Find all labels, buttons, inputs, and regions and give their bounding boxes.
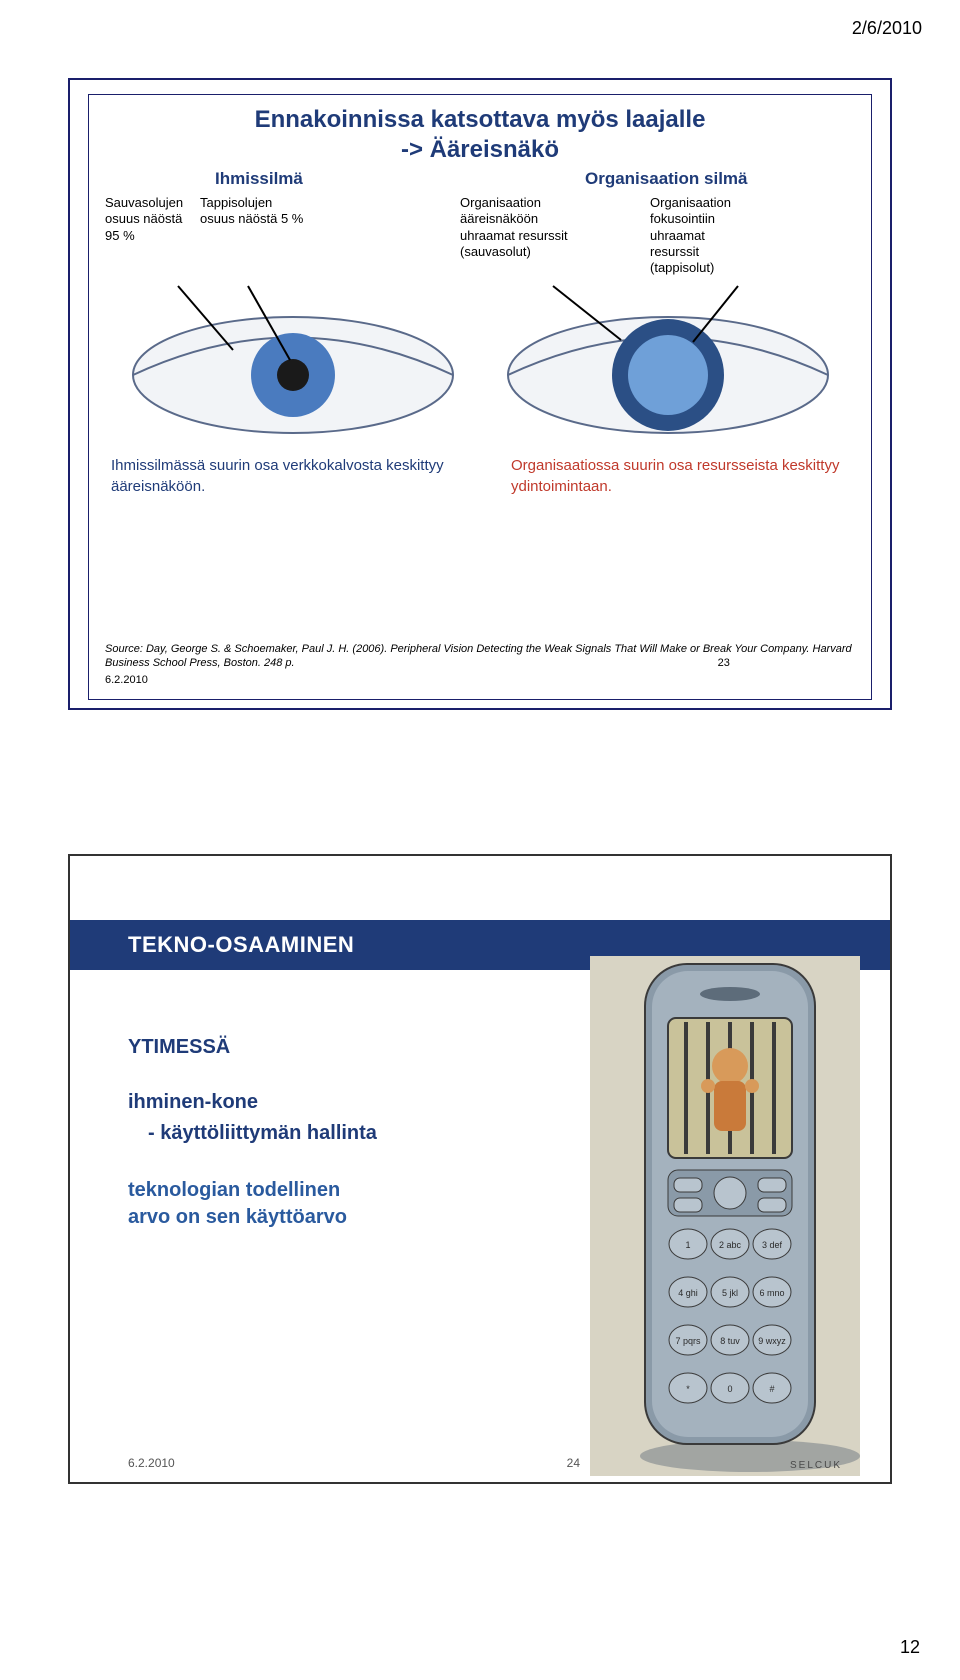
svg-text:9 wxyz: 9 wxyz	[758, 1336, 786, 1346]
page-number: 12	[900, 1637, 920, 1658]
label-tappisolut: Tappisolujen osuus näöstä 5 %	[200, 195, 460, 276]
svg-text:#: #	[769, 1384, 774, 1394]
svg-text:6 mno: 6 mno	[759, 1288, 784, 1298]
slide-1-frame: Ennakoinnissa katsottava myös laajalle -…	[88, 94, 872, 700]
svg-text:SELCUK: SELCUK	[790, 1460, 842, 1471]
page-header-date: 2/6/2010	[852, 18, 922, 39]
subtitle-row: Ihmissilmä Organisaation silmä	[105, 169, 855, 189]
slide2-number: 24	[567, 1456, 580, 1470]
svg-text:*: *	[686, 1384, 690, 1394]
subtitle-left: Ihmissilmä	[105, 169, 485, 189]
svg-text:4 ghi: 4 ghi	[678, 1288, 698, 1298]
slide1-title: Ennakoinnissa katsottava myös laajalle -…	[105, 105, 855, 165]
pointer-labels-row: Sauvasolujen osuus näöstä 95 % Tappisolu…	[105, 195, 855, 276]
slide2-date: 6.2.2010	[128, 1456, 175, 1470]
svg-text:1: 1	[685, 1240, 690, 1250]
svg-text:5 jkl: 5 jkl	[722, 1288, 738, 1298]
slide2-h1: YTIMESSÄ	[128, 1034, 377, 1061]
title-line1: Ennakoinnissa katsottava myös laajalle	[255, 106, 706, 133]
slide2-text-block: YTIMESSÄ ihminen-kone - käyttöliittymän …	[128, 1034, 377, 1231]
slide1-number: 23	[718, 656, 730, 670]
slide-2: TEKNO-OSAAMINEN YTIMESSÄ ihminen-kone - …	[68, 854, 892, 1484]
caption-human-eye: Ihmissilmässä suurin osa verkkokalvosta …	[105, 456, 485, 497]
eyes-row	[105, 280, 855, 440]
slide2-h3b: arvo on sen käyttöarvo	[128, 1204, 377, 1231]
slide2-body: YTIMESSÄ ihminen-kone - käyttöliittymän …	[70, 970, 890, 1480]
slide2-h2a: ihminen-kone	[128, 1089, 377, 1116]
slide2-h3a: teknologian todellinen	[128, 1177, 377, 1204]
subtitle-right: Organisaation silmä	[485, 169, 855, 189]
label-sauvasolut: Sauvasolujen osuus näöstä 95 %	[105, 195, 200, 276]
human-eye	[118, 280, 468, 440]
title-line2: -> Ääreisnäkö	[401, 136, 559, 163]
organization-eye	[493, 280, 843, 440]
source-citation: Source: Day, George S. & Schoemaker, Pau…	[105, 642, 855, 687]
slide2-h2b: - käyttöliittymän hallinta	[128, 1120, 377, 1147]
slide-1: Ennakoinnissa katsottava myös laajalle -…	[68, 78, 892, 710]
svg-text:7 pqrs: 7 pqrs	[675, 1336, 701, 1346]
phone-illustration: 1 2 abc 3 def 4 ghi 5 jkl 6 mno 7 pqrs 8 tuv 9 w…	[590, 956, 860, 1476]
svg-text:3 def: 3 def	[762, 1240, 783, 1250]
label-org-peripheral: Organisaation ääreisnäköön uhraamat resu…	[460, 195, 650, 276]
source-text: Source: Day, George S. & Schoemaker, Pau…	[105, 643, 852, 669]
caption-row: Ihmissilmässä suurin osa verkkokalvosta …	[105, 456, 855, 497]
svg-text:8 tuv: 8 tuv	[720, 1336, 740, 1346]
svg-text:0: 0	[727, 1384, 732, 1394]
caption-org-eye: Organisaatiossa suurin osa resursseista …	[485, 456, 855, 497]
label-org-focus: Organisaation fokusointiin uhraamat resu…	[650, 195, 855, 276]
slide2-top-gap	[70, 856, 890, 920]
svg-text:2 abc: 2 abc	[719, 1240, 742, 1250]
slide1-date: 6.2.2010	[105, 673, 855, 687]
